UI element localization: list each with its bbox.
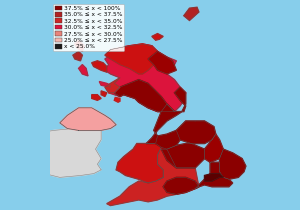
Polygon shape [101,91,107,97]
Polygon shape [156,130,180,149]
Polygon shape [92,61,107,72]
Polygon shape [146,104,182,143]
Polygon shape [116,143,163,183]
Polygon shape [99,81,110,87]
Polygon shape [174,87,186,112]
Polygon shape [220,149,246,179]
Polygon shape [60,108,116,130]
Polygon shape [148,51,176,74]
Polygon shape [16,129,101,177]
Polygon shape [79,65,88,76]
Polygon shape [75,40,84,51]
Polygon shape [161,143,205,168]
Legend: 37.5% ≤ x < 100%, 35.0% ≤ x < 37.5%, 32.5% ≤ x < 35.0%, 30.0% ≤ x < 32.5%, 27.5%: 37.5% ≤ x < 100%, 35.0% ≤ x < 37.5%, 32.… [53,4,124,51]
Polygon shape [152,34,163,40]
Polygon shape [105,44,158,74]
Polygon shape [176,121,216,143]
Polygon shape [195,162,233,189]
Polygon shape [107,147,199,206]
Polygon shape [163,177,199,194]
Polygon shape [92,95,101,100]
Polygon shape [114,97,120,102]
Polygon shape [105,44,186,112]
Polygon shape [105,78,120,93]
Polygon shape [205,134,223,162]
Polygon shape [73,51,82,61]
Polygon shape [114,80,174,112]
Polygon shape [205,174,223,181]
Polygon shape [184,7,199,20]
